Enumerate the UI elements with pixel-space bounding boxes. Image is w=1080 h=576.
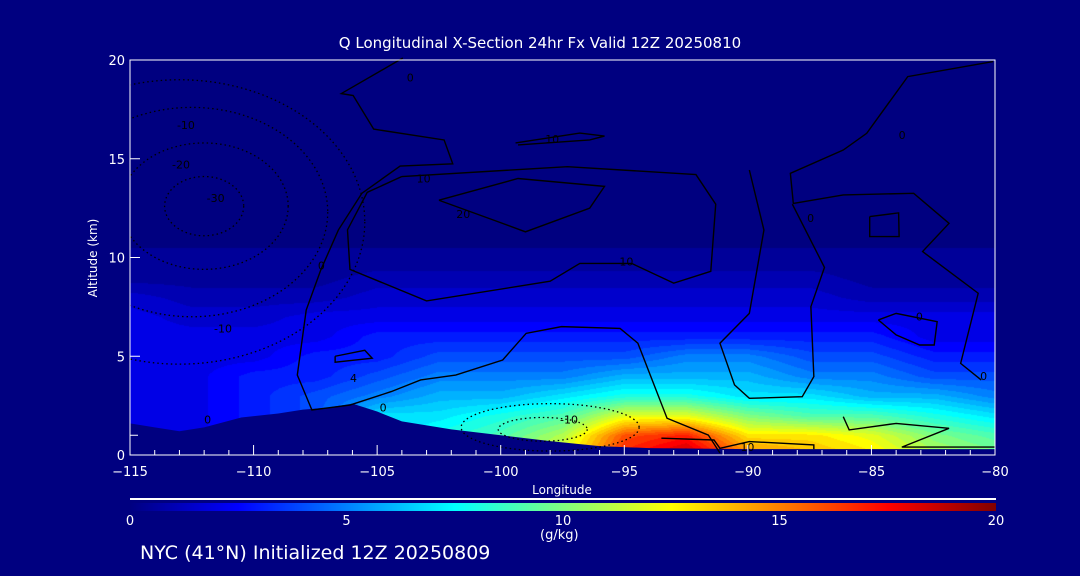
humidity-field-heatmap [130, 60, 995, 455]
colorbar-ticks: 0 5 10 15 20 [126, 514, 1004, 529]
contour-label: 10 [545, 133, 559, 146]
colorbar [130, 503, 996, 511]
contour-line-positive [661, 437, 815, 450]
contour-line-positive [296, 57, 721, 454]
contour-label: 0 [899, 129, 906, 142]
y-tick-label: 0 [117, 449, 125, 464]
contour-lines [130, 57, 995, 454]
contour-line-negative [497, 416, 588, 442]
contour-line-positive [719, 169, 826, 400]
colorbar-tick-label: 15 [771, 514, 788, 529]
contour-label: 0 [807, 212, 814, 225]
contour-line-negative [130, 106, 329, 318]
axes: −115 −110 −105 −100 −95 −90 −85 −80 0 5 10 15 20 [108, 54, 1008, 480]
contour-label: -10 [177, 119, 195, 132]
contour-label: -10 [214, 323, 232, 336]
x-tick-label: −105 [359, 465, 395, 480]
x-tick-label: −85 [858, 465, 885, 480]
contour-label: -30 [207, 192, 225, 205]
contour-label: 10 [619, 255, 633, 268]
chart-title: Q Longitudinal X-Section 24hr Fx Valid 1… [338, 34, 742, 52]
contour-label: 0 [204, 413, 211, 426]
terrain-polygon [130, 403, 995, 455]
contour-label: 20 [456, 208, 470, 221]
y-axis-label: Altitude (km) [86, 219, 100, 298]
x-tick-label: −115 [112, 465, 148, 480]
x-tick-label: −80 [981, 465, 1008, 480]
contour-line-positive [438, 177, 606, 233]
init-info: NYC (41°N) Initialized 12Z 20250809 [140, 542, 491, 564]
contour-label: -20 [172, 159, 190, 172]
x-tick-label: −110 [236, 465, 272, 480]
contour-line-positive [842, 416, 995, 448]
contour-line-negative [130, 79, 366, 365]
x-tick-label: −100 [483, 465, 519, 480]
contour-line-positive [346, 165, 717, 302]
contour-label: 4 [350, 372, 357, 385]
y-tick-label: 20 [108, 54, 125, 69]
colorbar-tick-label: 10 [555, 514, 572, 529]
contour-label: 0 [318, 259, 325, 272]
plot-frame [129, 59, 996, 456]
colorbar-tick-label: 5 [342, 514, 350, 529]
contour-line-positive [515, 132, 605, 146]
x-tick-label: −90 [734, 465, 761, 480]
x-axis-label: Longitude [532, 483, 592, 497]
y-tick-label: 15 [108, 153, 125, 168]
y-tick-label: 5 [117, 350, 125, 365]
colorbar-tick-label: 0 [126, 514, 134, 529]
colorbar-top-line [130, 498, 996, 500]
contour-line-positive [877, 312, 938, 346]
contour-label: -10 [560, 413, 578, 426]
y-tick-label: 10 [108, 252, 125, 267]
contour-label: 0 [380, 402, 387, 415]
terrain-mask [130, 403, 995, 455]
contour-line-negative [163, 175, 245, 237]
colorbar-units: (g/kg) [540, 528, 579, 543]
contour-line-positive [789, 60, 994, 381]
contour-label: 10 [417, 172, 431, 185]
contour-label: 0 [980, 370, 987, 383]
contour-line-negative [130, 142, 289, 270]
contour-line-positive [868, 212, 900, 238]
contour-label: 0 [916, 311, 923, 324]
colorbar-tick-label: 20 [988, 514, 1005, 529]
contour-label: 0 [407, 72, 414, 85]
contour-line-positive [334, 349, 374, 363]
x-tick-label: −95 [611, 465, 638, 480]
